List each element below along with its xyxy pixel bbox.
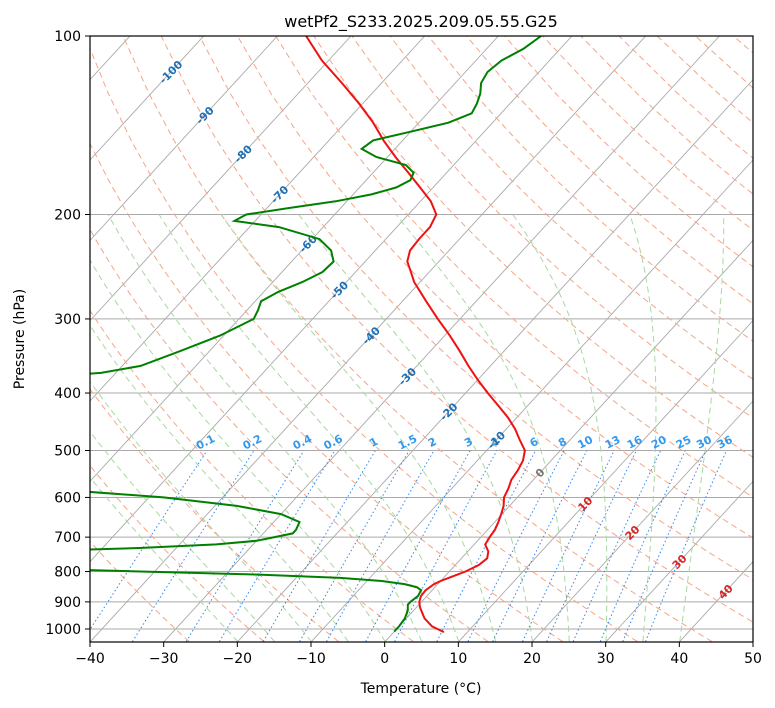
x-tick-label: 20 [523, 651, 541, 667]
mixing-ratio-line [90, 450, 208, 631]
y-tick-label: 400 [54, 386, 81, 402]
mixing-ratio-line [467, 450, 565, 642]
moist-adiabat-line [90, 324, 349, 642]
isotherm-line [90, 36, 647, 642]
isotherm-line [384, 239, 753, 642]
y-tick-label: 900 [54, 595, 81, 611]
mixing-ratio-line [394, 450, 498, 642]
x-tick-label: −30 [149, 651, 179, 667]
temperature-profile-line [305, 36, 526, 634]
dewpoint-profile-line [90, 36, 542, 633]
x-tick-label: 0 [380, 651, 389, 667]
dry-adiabat-line [90, 464, 265, 642]
x-axis-title: Temperature (°C) [360, 681, 482, 697]
dry-adiabat-line [389, 36, 753, 380]
dry-adiabat-line [237, 36, 753, 539]
mixing-ratio-label: 13 [603, 433, 623, 452]
dry-adiabat-line [427, 36, 753, 342]
sounding-profiles [90, 36, 542, 634]
y-tick-label: 300 [54, 312, 81, 328]
mixing-ratio-line [326, 450, 435, 642]
x-tick-label: 10 [449, 651, 467, 667]
x-tick-label: −10 [296, 651, 326, 667]
isotherm-line [532, 400, 753, 642]
mixing-ratio-line [492, 450, 588, 642]
mixing-ratio-line [365, 450, 471, 642]
background-lines [0, 36, 775, 642]
isotherm-line [605, 480, 753, 642]
moist-adiabat-line [629, 214, 657, 642]
mixing-ratio-label: 20 [649, 433, 669, 452]
x-tick-label: −40 [75, 651, 105, 667]
mixing-ratio-label: 36 [715, 433, 735, 452]
y-tick-label: 800 [54, 565, 81, 581]
dry-adiabat-line [122, 36, 713, 642]
plot-frame [89, 35, 754, 643]
dry-adiabat-line [198, 36, 753, 581]
isotherm-line [90, 36, 278, 242]
x-tick-label: 40 [670, 651, 688, 667]
x-tick-label: 30 [597, 651, 615, 667]
isotherm-line [90, 36, 426, 402]
moist-adiabat-line [158, 214, 460, 642]
x-tick-label: 50 [744, 651, 762, 667]
moist-adiabat-line [679, 214, 725, 642]
mixing-ratio-line [645, 450, 727, 642]
x-tick-label: −20 [223, 651, 253, 667]
moist-adiabat-line [90, 430, 275, 642]
mixing-ratio-label: 25 [674, 433, 694, 452]
moist-adiabat-line [395, 214, 570, 642]
y-tick-label: 500 [54, 443, 81, 459]
dry-adiabat-line [90, 540, 190, 642]
isotherm-line [90, 36, 205, 161]
y-tick-label: 200 [54, 208, 81, 224]
chart-title: wetPf2_S233.2025.209.05.55.G25 [284, 12, 558, 32]
mixing-ratio-label: 30 [694, 433, 714, 452]
mixing-ratio-line [218, 450, 336, 642]
moist-adiabat-line [512, 214, 608, 642]
y-tick-label: 100 [54, 29, 81, 45]
mixing-ratio-line [599, 450, 686, 642]
isotherm-line [90, 36, 499, 483]
y-tick-label: 1000 [45, 622, 81, 638]
isotherm-line [458, 319, 753, 642]
isotherm-line [753, 36, 775, 642]
mixing-ratio-line [622, 450, 707, 642]
moist-adiabat-line [220, 214, 497, 642]
x-axis: −40 −30 −20 −10 0 10 20 30 40 50 [75, 642, 762, 667]
dry-adiabat-line [90, 47, 638, 642]
moist-adiabat-line [90, 259, 386, 642]
mixing-ratio-line [131, 450, 255, 642]
y-tick-label: 700 [54, 530, 81, 546]
mixing-ratio-label: 16 [625, 433, 645, 452]
y-axis-title: Pressure (hPa) [12, 289, 28, 389]
dry-adiabat-line [275, 36, 753, 498]
isotherm-line [90, 36, 573, 563]
y-axis: 100 200 300 400 500 600 700 800 900 1000 [45, 29, 90, 638]
isotherm-line [0, 36, 56, 642]
dry-adiabat-line [90, 228, 489, 642]
mixing-ratio-label: 10 [576, 433, 596, 452]
isotherm-line [90, 36, 352, 322]
isotherm-line [237, 78, 753, 642]
dry-adiabat-line [313, 36, 753, 458]
moist-adiabat-line [90, 476, 239, 642]
dry-adiabat-line [351, 36, 753, 419]
mixing-ratio-line [185, 450, 305, 642]
dry-adiabat-line [160, 36, 753, 623]
dry-adiabat-line [90, 142, 563, 642]
moist-adiabat-line [107, 214, 423, 642]
y-tick-label: 600 [54, 490, 81, 506]
